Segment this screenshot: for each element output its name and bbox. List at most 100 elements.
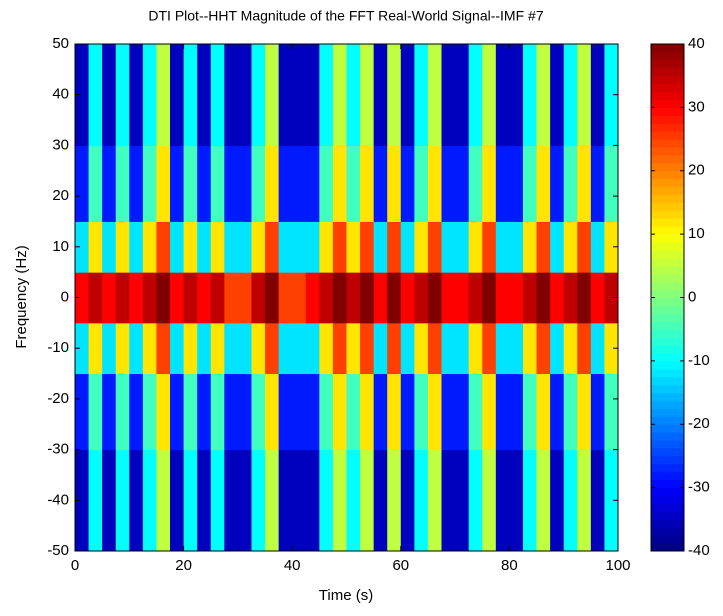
heatmap-cell [156, 272, 171, 324]
heatmap-cell [441, 272, 456, 324]
heatmap-cell [75, 145, 90, 222]
x-tick-label: 20 [175, 557, 192, 574]
heatmap-cell [88, 145, 103, 222]
heatmap-cell [156, 44, 171, 146]
heatmap-cell [183, 221, 198, 273]
heatmap-cell [360, 449, 375, 552]
y-axis-label: Frequency (Hz) [13, 245, 30, 348]
colorbar-swatch [651, 115, 684, 124]
heatmap-cell [237, 322, 252, 375]
heatmap-cell [156, 449, 171, 552]
colorbar-swatch [651, 210, 684, 219]
heatmap-cell [88, 44, 103, 146]
heatmap-cell [550, 373, 565, 451]
heatmap-cell [550, 145, 565, 222]
heatmap-cell [495, 44, 510, 146]
colorbar-swatch [651, 249, 684, 259]
heatmap-cell [400, 145, 415, 222]
colorbar-swatch [651, 487, 684, 497]
y-tick-label: 30 [52, 136, 69, 153]
heatmap-cell [387, 221, 402, 273]
heatmap-cell [237, 373, 252, 451]
heatmap-cell [550, 449, 565, 552]
colorbar-tick-label: 40 [688, 35, 705, 52]
chart-title: DTI Plot--HHT Magnitude of the FFT Real-… [148, 8, 543, 24]
heatmap-cell [427, 145, 443, 222]
heatmap-cell [278, 221, 293, 273]
heatmap-cell [115, 44, 130, 146]
heatmap-cell [522, 145, 538, 222]
heatmap-cell [265, 221, 280, 273]
colorbar-swatch [651, 178, 684, 188]
heatmap-cell [536, 221, 551, 273]
heatmap-cell [170, 272, 185, 324]
colorbar-swatch [651, 99, 684, 108]
heatmap-cell [563, 322, 578, 375]
heatmap-cell [265, 322, 280, 375]
colorbar-swatch [651, 139, 684, 148]
heatmap-cell [373, 44, 388, 146]
heatmap-cell [332, 44, 347, 146]
heatmap-cell [305, 449, 320, 552]
heatmap-cell [563, 221, 578, 273]
heatmap-cell [210, 44, 225, 146]
heatmap-cell [400, 272, 415, 324]
heatmap-cell [590, 145, 605, 222]
heatmap-cell [522, 322, 538, 375]
colorbar-swatch [651, 170, 684, 180]
heatmap-cell [360, 145, 375, 222]
colorbar-tick-label: -10 [688, 352, 710, 369]
heatmap-cell [265, 44, 280, 146]
heatmap-cell [265, 272, 280, 324]
heatmap-cell [265, 145, 280, 222]
heatmap-cell [427, 322, 443, 375]
heatmap-cell [197, 272, 212, 324]
heatmap-cell [183, 145, 198, 222]
heatmap-cell [115, 145, 130, 222]
colorbar-tick-label: -20 [688, 415, 710, 432]
y-tick-label: 10 [52, 238, 69, 255]
heatmap-cell [373, 221, 388, 273]
heatmap-cell [400, 44, 415, 146]
heatmap-cell [346, 145, 361, 222]
heatmap-cell [237, 145, 252, 222]
heatmap-cell [373, 145, 388, 222]
heatmap-cell [346, 221, 361, 273]
heatmap-cell [305, 322, 320, 375]
heatmap-cell [468, 449, 483, 552]
heatmap-cell [590, 221, 605, 273]
heatmap-cell [75, 272, 90, 324]
heatmap-cell [305, 44, 320, 146]
heatmap-cell [400, 373, 415, 451]
heatmap-cell [115, 322, 130, 375]
heatmap-cell [590, 322, 605, 375]
heatmap-cell [509, 145, 524, 222]
heatmap-cell [251, 373, 266, 451]
heatmap-cell [590, 449, 605, 552]
colorbar-swatch [651, 376, 684, 386]
colorbar-swatch [651, 408, 684, 417]
heatmap-cell [495, 322, 510, 375]
heatmap-cell [387, 322, 402, 375]
heatmap-cell [102, 373, 117, 451]
colorbar-swatch [651, 313, 684, 322]
heatmap-cell [305, 221, 320, 273]
heatmap-cell [278, 322, 293, 375]
x-tick-label: 80 [501, 557, 518, 574]
heatmap-cell [305, 145, 320, 222]
y-tick-label: 50 [52, 35, 69, 52]
heatmap-cell [495, 221, 510, 273]
heatmap-cell [346, 272, 361, 324]
colorbar-swatch [651, 519, 684, 528]
colorbar-swatch [651, 416, 684, 425]
heatmap-cell [400, 322, 415, 375]
heatmap-cell [563, 449, 578, 552]
heatmap-cell [468, 322, 483, 375]
heatmap-cell [509, 221, 524, 273]
colorbar-swatch [651, 226, 684, 235]
colorbar-swatch [651, 265, 684, 275]
heatmap-cell [237, 221, 252, 273]
heatmap-cell [387, 373, 402, 451]
heatmap-cell [278, 272, 293, 324]
heatmap-cell [550, 322, 565, 375]
